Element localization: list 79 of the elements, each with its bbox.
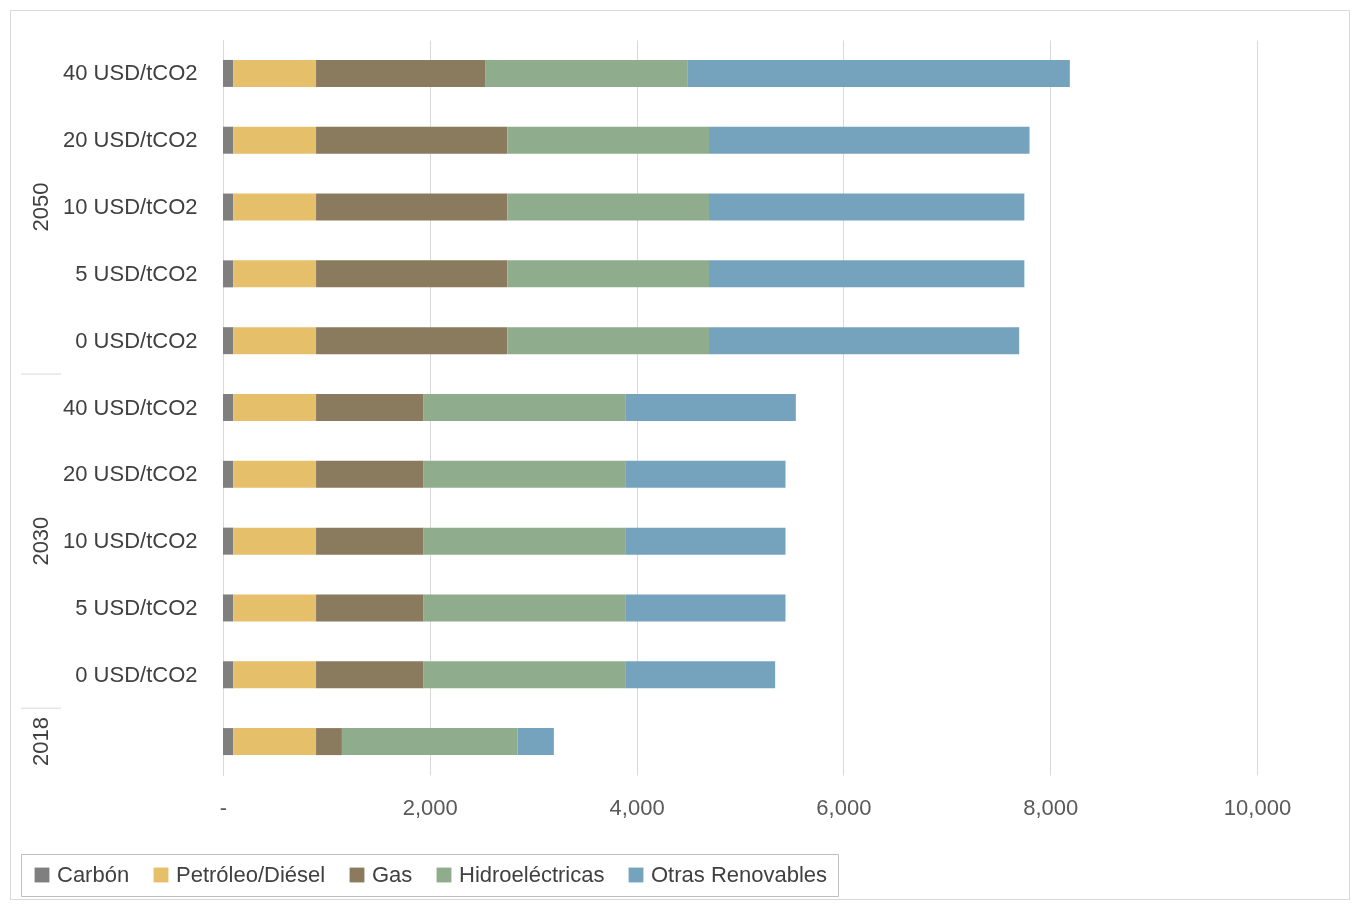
y-tick-label: 10 USD/tCO2 (63, 528, 198, 554)
bar (316, 394, 424, 421)
bar (233, 460, 317, 488)
bar (316, 527, 424, 555)
bar (233, 527, 317, 555)
bar (233, 661, 317, 689)
bar (223, 527, 234, 555)
bar (223, 327, 234, 355)
bar (223, 126, 234, 154)
legend-label: Carbón (57, 862, 130, 887)
bar (223, 59, 234, 87)
y-tick-label: 0 USD/tCO2 (75, 327, 198, 353)
bar (316, 193, 508, 221)
bar (485, 59, 688, 87)
y-tick-label: 20 USD/tCO2 (63, 461, 198, 487)
x-tick-label: 4,000 (609, 794, 665, 820)
bar (316, 126, 508, 154)
bar (507, 193, 709, 221)
bar (316, 59, 486, 87)
bar (223, 260, 234, 288)
bar (233, 728, 317, 756)
bar (507, 260, 709, 288)
bar (708, 193, 1025, 221)
y-tick-label: 0 USD/tCO2 (75, 661, 198, 687)
bar (316, 460, 424, 488)
bar (423, 460, 626, 488)
x-tick-label: - (219, 794, 228, 820)
y-tick-label: 40 USD/tCO2 (63, 60, 198, 86)
bar (223, 728, 234, 756)
bar (233, 126, 317, 154)
bar (517, 728, 554, 756)
bar (625, 527, 786, 555)
bar (423, 527, 626, 555)
y-tick-label: 20 USD/tCO2 (63, 127, 198, 153)
bar (507, 126, 709, 154)
legend-label: Otras Renovables (651, 862, 828, 887)
legend-label: Petróleo/Diésel (176, 862, 326, 887)
bar (223, 661, 234, 689)
x-tick-label: 8,000 (1023, 794, 1079, 820)
bar (341, 728, 518, 756)
x-tick-label: 2,000 (402, 794, 458, 820)
x-tick-label: 6,000 (816, 794, 872, 820)
bar (625, 460, 786, 488)
bar (507, 327, 709, 355)
y-tick-label: 5 USD/tCO2 (75, 260, 198, 286)
bar (423, 661, 626, 689)
bar (233, 59, 317, 87)
bar (687, 59, 1070, 87)
bar (708, 260, 1025, 288)
text: 2050 (28, 182, 53, 232)
x-tick-label: 10,000 (1223, 794, 1292, 820)
bar (233, 394, 317, 421)
text: 2018 (28, 717, 53, 767)
bar (625, 594, 786, 622)
bar (233, 594, 317, 622)
y-tick-label: 10 USD/tCO2 (63, 194, 198, 220)
bar (223, 460, 234, 488)
bar (223, 594, 234, 622)
legend-label: Hidroeléctricas (459, 862, 605, 887)
bar (423, 394, 626, 421)
bar (625, 661, 776, 689)
y-tick-label: 5 USD/tCO2 (75, 594, 198, 620)
bar (316, 661, 424, 689)
bar (423, 594, 626, 622)
bar (316, 728, 342, 756)
bar (708, 327, 1020, 355)
bar (233, 327, 317, 355)
bar (233, 260, 317, 288)
bar (316, 594, 424, 622)
bar (316, 260, 508, 288)
bar (625, 394, 796, 421)
bar (316, 327, 508, 355)
bar (233, 193, 317, 221)
text: 2030 (28, 516, 53, 566)
y-tick-label: 40 USD/tCO2 (63, 394, 198, 420)
bar (223, 193, 234, 221)
bar (223, 394, 234, 421)
bar (708, 126, 1030, 154)
legend-label: Gas (372, 862, 413, 887)
